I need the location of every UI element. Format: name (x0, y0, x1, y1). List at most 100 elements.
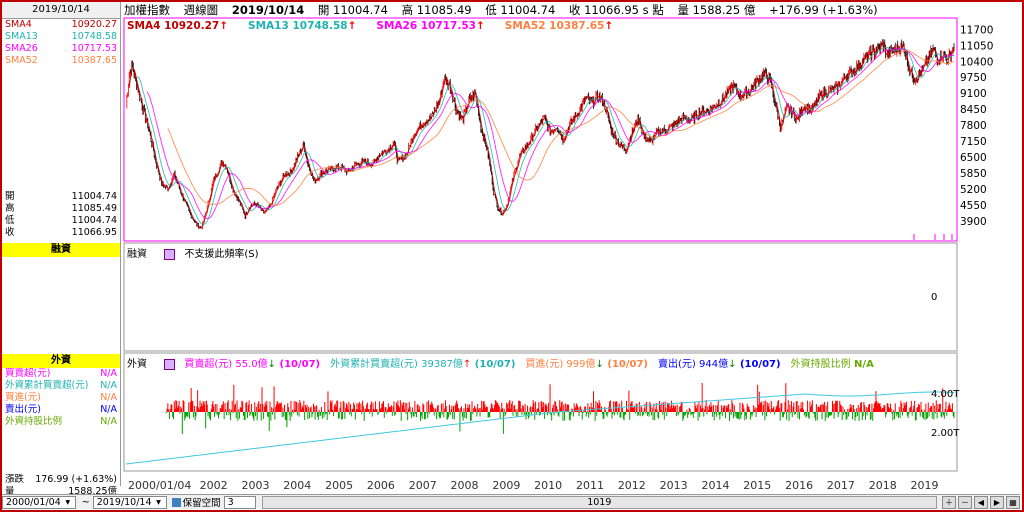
header-change: +176.99 (+1.63%) (768, 3, 878, 17)
ohlc-list: 開 11004.74 高 11085.49 低 11004.74 收 11066.95 (2, 191, 120, 239)
sma-name: SMA4 (5, 19, 32, 30)
foreign-item-value: N/A (100, 416, 117, 427)
y-tick-label: 11050 (960, 40, 993, 52)
x-axis: 2000/01/04 2002 2003 2004 2005 2006 2007 2008 20… (128, 479, 939, 492)
foreign-item-row: 外資持股比例 N/A (2, 416, 120, 428)
ohlc-label: 開 (5, 191, 15, 202)
zoom-in-icon[interactable]: ＋ (942, 495, 956, 509)
up-arrow-icon: ↑ (219, 20, 229, 32)
header-volume: 量 1588.25 億 (677, 3, 756, 17)
sma-lines (128, 43, 955, 229)
down-arrow-icon: ↓ (728, 359, 737, 370)
from-date-field[interactable]: 2000/01/04 ▾ (2, 495, 76, 509)
x-tick-label: 2014 (701, 479, 729, 492)
up-arrow-icon: ↑ (604, 20, 614, 32)
ohlc-value: 11004.74 (71, 191, 117, 202)
x-tick-label: 2019 (911, 479, 939, 492)
change-label: 漲跌 (5, 474, 25, 485)
grid-icon[interactable]: ▦ (1006, 495, 1020, 509)
x-tick-label: 2010 (534, 479, 562, 492)
sma-name: SMA26 (5, 43, 38, 54)
volume-value: 1588.25億 (68, 486, 117, 497)
foreign-item-row: 買賣超(元) N/A (2, 368, 120, 380)
x-tick-label: 2003 (241, 479, 269, 492)
x-tick-label: 2012 (618, 479, 646, 492)
scroll-left-icon[interactable]: ◀ (974, 495, 988, 509)
timeline-scrollbar[interactable]: 1019 (261, 495, 937, 509)
sma-legend-item: SMA13 10748.58↑ (248, 20, 357, 32)
from-date-value: 2000/01/04 (6, 496, 61, 508)
cumulative-net-line (125, 391, 955, 465)
sma-legend-item: SMA52 10387.65↑ (504, 20, 614, 32)
foreign-pane-border (123, 352, 958, 472)
sma-line-sma4 (128, 43, 955, 229)
sma-value: 10748.58 (71, 31, 117, 42)
ohlc-row: 低 11004.74 (2, 215, 120, 227)
x-tick-label: 2015 (743, 479, 771, 492)
ohlc-row: 高 11085.49 (2, 203, 120, 215)
x-tick-label: 2018 (869, 479, 897, 492)
sma-row-sma4: SMA4 10920.27 (2, 19, 120, 31)
foreign-legend-date: (10/07) (471, 359, 516, 370)
header-open: 開 11004.74 (317, 3, 388, 17)
sma-value: 10920.27 (71, 19, 117, 30)
up-arrow-icon: ↑ (347, 20, 357, 32)
x-tick-label: 2017 (827, 479, 855, 492)
to-date-field[interactable]: 2019/10/14 ▾ (92, 495, 167, 509)
index-name: 加權指數 (124, 3, 170, 17)
y-tick-label: 10400 (960, 56, 993, 68)
list-icon[interactable] (164, 358, 176, 370)
foreign-y-label-1: 4.00T (931, 389, 960, 400)
spin-down-icon[interactable]: ▾ (65, 496, 71, 508)
sma-name: SMA13 (5, 31, 38, 42)
foreign-item-row: 賣出(元) N/A (2, 404, 120, 416)
x-tick-label: 2002 (200, 479, 228, 492)
foreign-item-label: 外資累計買賣超(元) (5, 380, 89, 391)
foreign-item-label: 賣出(元) (5, 404, 41, 415)
ohlc-value: 11066.95 (71, 227, 117, 238)
reserve-icon[interactable] (171, 497, 181, 507)
zoom-out-icon[interactable]: － (958, 495, 972, 509)
change-row: 漲跌 176.99 (+1.63%) (2, 474, 120, 486)
y-tick-label: 6500 (960, 152, 987, 164)
y-axis: 11700 11050 10400 9750 9100 8450 7800 7150 6500 5… (960, 24, 993, 227)
spin-down-icon[interactable]: ▾ (156, 496, 161, 508)
y-tick-label: 5850 (960, 168, 987, 180)
sma-value: 10387.65 (71, 55, 117, 66)
up-arrow-icon: ↑ (475, 20, 485, 32)
foreign-item-value: N/A (100, 392, 117, 403)
tilde: ~ (81, 496, 90, 508)
y-tick-label: 9750 (960, 72, 987, 84)
foreign-item-list: 買賣超(元) N/A 外資累計買賣超(元) N/A 買進(元) N/A 賣出(元) N/A 外資… (2, 368, 120, 428)
x-tick-label: 2005 (325, 479, 353, 492)
down-arrow-icon: ↓ (267, 359, 277, 370)
reserve-label: 保留空間 (182, 498, 221, 509)
sma-line-sma13 (136, 46, 955, 226)
sma-name: SMA52 (5, 55, 38, 66)
foreign-item-value: N/A (100, 368, 117, 379)
foreign-pane-header: 外資 買賣超(元) 55.0億↓ (10/07) 外資累計買賣超(元) 39387… (127, 355, 884, 370)
ohlc-label: 收 (5, 227, 15, 238)
foreign-net-bars (165, 382, 955, 435)
y-tick-label: 11700 (960, 24, 993, 36)
header-low: 低 11004.74 (485, 3, 556, 17)
sma-line-sma26 (146, 48, 954, 220)
x-tick-label: 2007 (409, 479, 437, 492)
foreign-legend-item: 買進(元) 999億↓ (10/07) (525, 359, 648, 370)
x-tick-label: 2009 (492, 479, 520, 492)
foreign-cumulative-line (125, 391, 955, 465)
volume-row: 量 1588.25億 (2, 486, 120, 498)
sma-legend-item: SMA4 10920.27↑ (127, 20, 229, 32)
reserve-field[interactable]: 3 (223, 495, 256, 509)
list-icon[interactable] (164, 248, 176, 260)
foreign-item-value: N/A (100, 404, 117, 415)
sma-line-sma52 (167, 49, 955, 206)
margin-pane-border (123, 242, 958, 352)
ohlc-value: 11085.49 (71, 203, 117, 214)
scroll-right-icon[interactable]: ▶ (990, 495, 1004, 509)
left-info-panel: 2019/10/14 SMA4 10920.27 SMA13 10748.58 SMA2… (2, 2, 121, 497)
sma-legend-item: SMA26 10717.53↑ (376, 20, 485, 32)
foreign-y-label-2: 2.00T (931, 428, 960, 439)
foreign-legend-item: 賣出(元) 944億↓ (10/07) (658, 359, 781, 370)
